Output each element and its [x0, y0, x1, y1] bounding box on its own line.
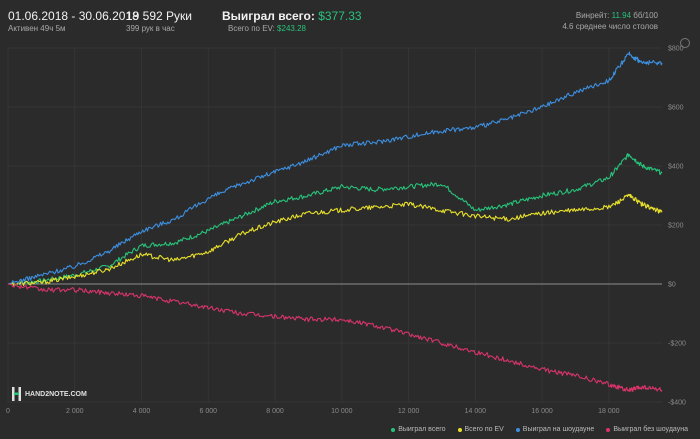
x-tick-label: 12 000	[398, 408, 420, 415]
series-line	[7, 153, 663, 286]
x-tick-label: 6 000	[200, 408, 218, 415]
winrate-label: Винрейт:	[575, 11, 610, 20]
won-total-value: $377.33	[318, 9, 362, 23]
x-tick-label: 10 000	[331, 408, 353, 415]
x-tick-label: 14 000	[465, 408, 487, 415]
winrate-value: 11.94	[611, 11, 632, 20]
winrate-unit: бб/100	[633, 11, 658, 20]
series-line	[7, 283, 663, 393]
series-line	[7, 193, 663, 287]
avg-tables: 4.6 среднее число столов	[562, 22, 658, 31]
gear-icon[interactable]	[680, 38, 690, 48]
logo: HAND2NOTE.COM	[12, 387, 87, 401]
legend: Выиграл всего Всего по EV Выиграл на шоу…	[391, 426, 688, 433]
ev-value: $243.28	[277, 24, 306, 33]
y-tick-label: -$200	[668, 341, 686, 348]
hands-count: 19 592 Руки	[126, 9, 192, 23]
legend-dot	[515, 427, 520, 432]
legend-item-won-total[interactable]: Выиграл всего	[391, 426, 446, 433]
legend-label: Выиграл всего	[398, 426, 446, 433]
ev-total: Всего по EV: $243.28	[228, 24, 306, 33]
legend-label: Выиграл без шоудауна	[613, 426, 688, 433]
won-total-label: Выиграл всего:	[222, 9, 315, 23]
logo-icon	[12, 387, 21, 401]
y-tick-label: $400	[668, 164, 684, 171]
legend-item-non-showdown[interactable]: Выиграл без шоудауна	[606, 426, 688, 433]
series-line	[7, 51, 663, 285]
y-tick-label: $200	[668, 223, 684, 230]
legend-item-ev[interactable]: Всего по EV	[457, 426, 504, 433]
active-time: Активен 49ч 5м	[8, 24, 66, 33]
x-tick-label: 0	[6, 408, 10, 415]
legend-item-showdown[interactable]: Выиграл на шоудауне	[515, 426, 595, 433]
x-tick-label: 16 000	[531, 408, 553, 415]
legend-dot	[457, 427, 462, 432]
hands-per-hour: 399 рук в час	[126, 24, 175, 33]
legend-label: Всего по EV	[464, 426, 504, 433]
legend-dot	[606, 427, 611, 432]
x-tick-label: 2 000	[66, 408, 84, 415]
x-tick-label: 18 000	[598, 408, 620, 415]
logo-text: HAND2NOTE.COM	[25, 390, 87, 398]
ev-label: Всего по EV:	[228, 24, 275, 33]
y-tick-label: $800	[668, 46, 684, 53]
y-tick-label: $0	[668, 282, 676, 289]
legend-dot	[391, 427, 396, 432]
x-tick-label: 8 000	[266, 408, 284, 415]
y-tick-label: $600	[668, 105, 684, 112]
date-range[interactable]: 01.06.2018 - 30.06.2018	[8, 9, 139, 23]
x-tick-label: 4 000	[133, 408, 151, 415]
won-total: Выиграл всего: $377.33	[222, 9, 362, 23]
stats-header: 01.06.2018 - 30.06.2018 Активен 49ч 5м 1…	[0, 0, 700, 40]
winrate: Винрейт: 11.94 бб/100	[576, 11, 658, 20]
legend-label: Выиграл на шоудауне	[522, 426, 595, 433]
y-tick-label: -$400	[668, 400, 686, 407]
